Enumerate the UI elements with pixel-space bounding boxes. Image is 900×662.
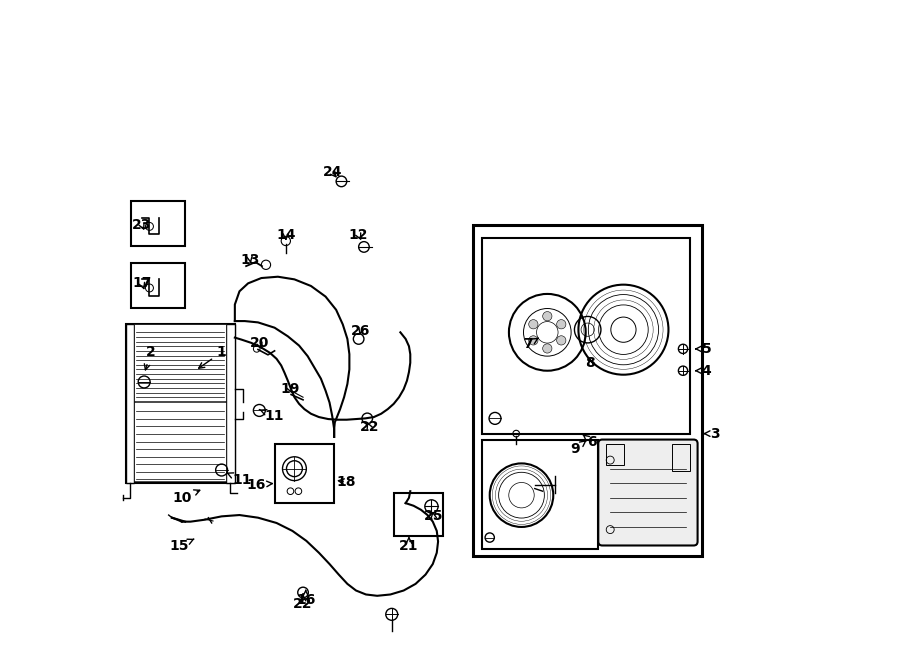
Bar [130, 201, 185, 246]
FancyBboxPatch shape [598, 440, 698, 545]
Bar [274, 444, 334, 503]
Text: 23: 23 [132, 218, 151, 232]
Circle shape [556, 320, 566, 329]
Bar [482, 440, 598, 549]
Text: 12: 12 [349, 228, 368, 242]
Text: 11: 11 [227, 473, 252, 487]
Bar [606, 444, 624, 465]
Circle shape [543, 312, 552, 321]
Bar [226, 324, 235, 483]
Bar [393, 493, 444, 536]
Text: 16: 16 [247, 477, 273, 492]
Bar [134, 402, 226, 481]
Text: 3: 3 [704, 426, 720, 441]
Circle shape [528, 336, 538, 345]
Text: 21: 21 [400, 536, 419, 553]
Text: 15: 15 [169, 539, 194, 553]
Circle shape [556, 336, 566, 345]
Text: 10: 10 [173, 490, 200, 505]
Text: 1: 1 [199, 345, 227, 368]
Text: 13: 13 [240, 252, 260, 267]
Text: 24: 24 [322, 165, 342, 179]
Text: 4: 4 [696, 363, 711, 378]
Text: 2: 2 [144, 345, 156, 370]
Text: 17: 17 [132, 276, 151, 291]
Bar [130, 263, 185, 308]
Text: 20: 20 [249, 336, 269, 350]
Bar [482, 238, 690, 434]
Text: 19: 19 [280, 381, 300, 396]
Text: 16: 16 [296, 591, 315, 608]
Circle shape [528, 320, 538, 329]
Bar [126, 324, 134, 483]
Text: 9: 9 [571, 441, 586, 456]
Text: 5: 5 [696, 342, 711, 356]
Text: 26: 26 [351, 324, 370, 338]
Bar [126, 324, 235, 483]
Text: 7: 7 [523, 337, 538, 352]
Circle shape [543, 344, 552, 353]
Text: 6: 6 [582, 434, 597, 449]
Text: 18: 18 [336, 475, 356, 489]
Text: 22: 22 [293, 594, 313, 611]
Bar [134, 324, 226, 401]
Bar [671, 444, 690, 471]
Text: 25: 25 [424, 509, 443, 524]
Text: 14: 14 [276, 228, 295, 242]
Bar [473, 225, 702, 556]
Text: 22: 22 [359, 420, 379, 434]
Text: 8: 8 [586, 355, 595, 370]
Text: 11: 11 [259, 408, 284, 423]
